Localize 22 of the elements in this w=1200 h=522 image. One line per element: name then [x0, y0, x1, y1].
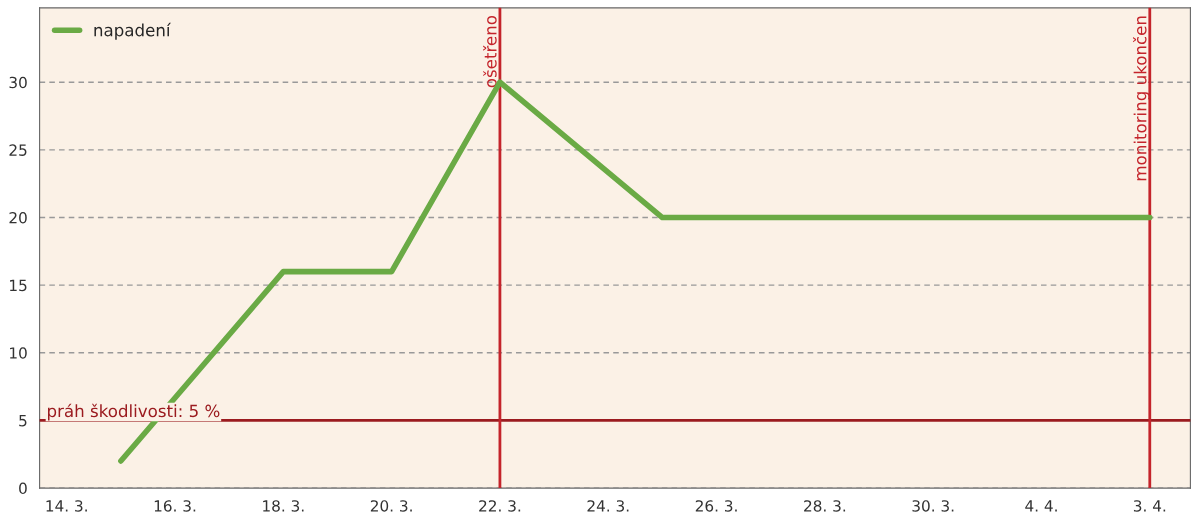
x-tick-label: 28. 3. — [804, 500, 846, 512]
x-tick-label: 16. 3. — [154, 500, 196, 512]
y-tick-label: 10 — [10, 347, 27, 359]
legend-label: napadení — [94, 22, 171, 40]
y-tick-label: 25 — [9, 144, 27, 156]
x-tick-label: 4. 4. — [1025, 500, 1057, 512]
x-tick-label: 3. 4. — [1133, 500, 1166, 512]
y-tick-label: 20 — [9, 211, 27, 224]
x-tick-label: 22. 3. — [479, 500, 521, 512]
x-tick-label: 18. 3. — [263, 500, 304, 512]
x-tick-label: 30. 3. — [912, 500, 954, 512]
y-tick-label: 5 — [19, 415, 27, 427]
ref-line-label: práh škodlivosti: 5 % — [48, 403, 220, 421]
y-tick-label: 15 — [10, 279, 27, 292]
x-tick-label: 14. 3. — [46, 500, 87, 512]
y-tick-label: 30 — [9, 76, 27, 89]
ref-line-label: ošetřeno — [483, 15, 497, 88]
x-tick-label: 24. 3. — [587, 500, 629, 512]
x-tick-label: 26. 3. — [695, 500, 737, 512]
x-tick-label: 20. 3. — [370, 500, 412, 512]
y-tick-label: 0 — [19, 482, 27, 495]
ref-line-label: monitoring ukončen — [1132, 16, 1150, 181]
